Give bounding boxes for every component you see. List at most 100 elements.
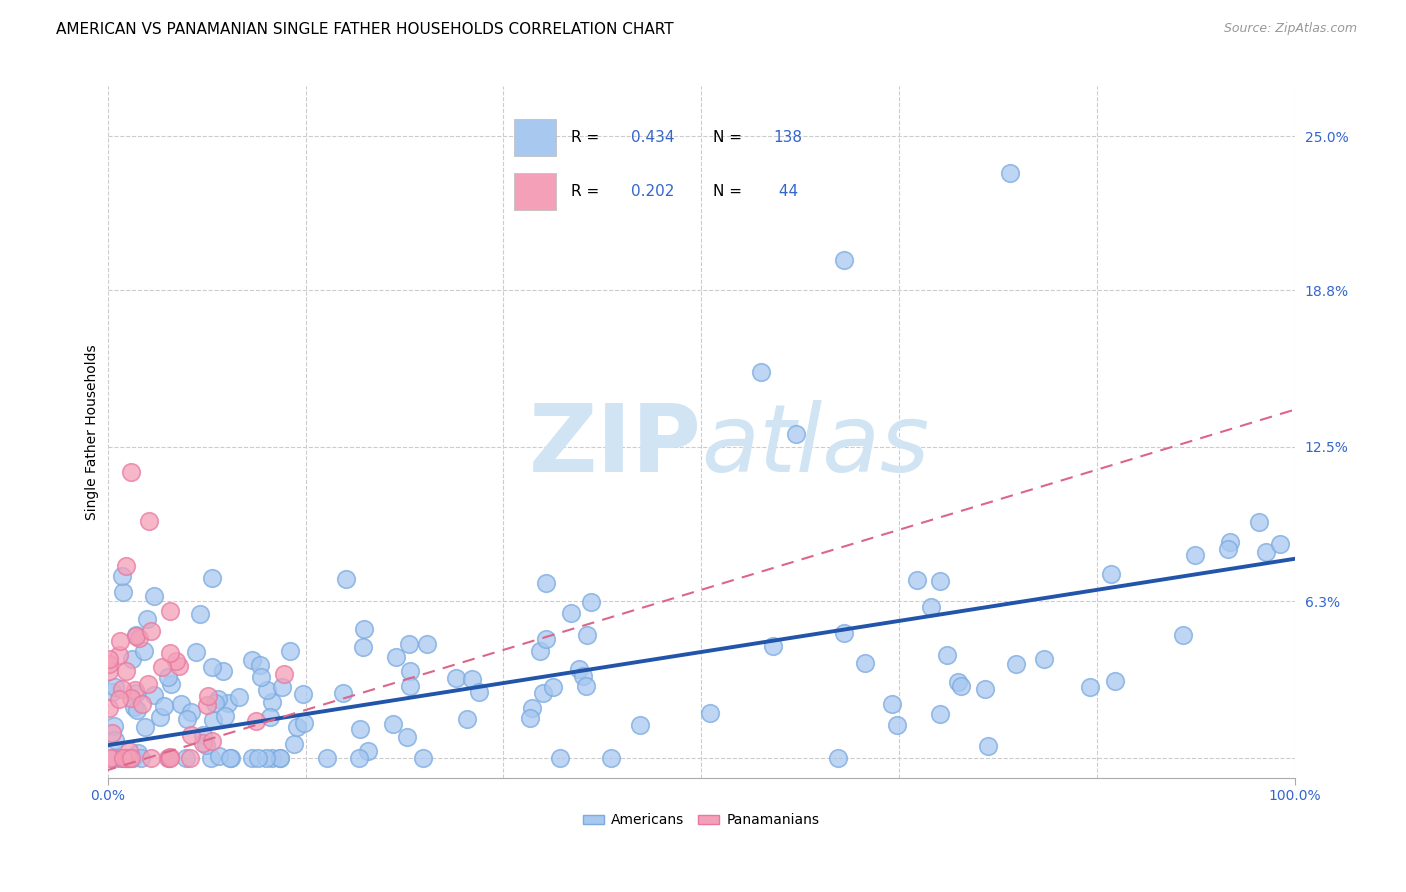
Point [245,714,267,728]
Point [468,685,491,699]
Point [179,750,201,764]
Text: atlas: atlas [702,401,929,491]
Point [886,718,908,732]
Point [104,750,127,764]
Point [395,731,418,745]
Point [250,670,273,684]
Point [131,698,153,712]
Point [347,750,370,764]
Point [977,739,1000,753]
Point [110,682,132,697]
Point [108,750,131,764]
Point [100,685,122,699]
Point [159,647,181,661]
Point [531,686,554,700]
Point [108,633,131,648]
Point [519,710,541,724]
Point [204,696,226,710]
Point [1005,657,1028,672]
Point [104,732,127,747]
Point [122,750,145,764]
Point [285,720,308,734]
Point [357,744,380,758]
Point [170,697,193,711]
Point [832,253,855,268]
Point [998,166,1021,180]
Point [444,671,467,685]
Point [114,750,136,764]
Point [98,750,121,764]
Point [628,717,651,731]
Point [292,715,315,730]
Point [127,747,149,761]
Point [180,728,202,742]
Point [273,667,295,681]
Point [195,738,218,752]
Point [269,750,291,764]
Point [127,703,149,717]
Point [115,750,138,764]
Point [118,750,141,764]
Point [111,750,134,764]
Point [141,624,163,638]
Point [699,706,721,720]
Point [254,750,277,764]
Point [536,575,558,590]
Point [949,679,972,693]
Point [129,750,152,764]
Point [167,659,190,673]
Point [150,660,173,674]
Point [184,645,207,659]
Point [100,725,122,739]
Point [283,738,305,752]
Text: AMERICAN VS PANAMANIAN SINGLE FATHER HOUSEHOLDS CORRELATION CHART: AMERICAN VS PANAMANIAN SINGLE FATHER HOU… [56,22,673,37]
Point [1078,680,1101,694]
Point [946,675,969,690]
Point [880,698,903,712]
Point [1247,515,1270,529]
Point [197,689,219,703]
Point [246,750,269,764]
Point [120,465,142,479]
Point [108,692,131,706]
Point [256,683,278,698]
Point [579,595,602,609]
Point [412,750,434,764]
Point [132,644,155,658]
Point [399,679,422,693]
Point [159,750,181,764]
Point [1270,536,1292,550]
Point [125,686,148,700]
Point [120,691,142,706]
Point [920,600,942,615]
Point [541,680,564,694]
Point [398,637,420,651]
Point [97,657,120,672]
Point [1184,548,1206,562]
Point [262,694,284,708]
Point [128,632,150,646]
Point [568,662,591,676]
Point [208,748,231,763]
Point [149,709,172,723]
Point [200,571,222,585]
Point [176,712,198,726]
Point [142,589,165,603]
Point [134,720,156,734]
Point [195,698,218,712]
Text: ZIP: ZIP [529,400,702,491]
Point [139,750,162,764]
Point [905,573,928,587]
Point [118,750,141,764]
Point [762,639,785,653]
Point [112,585,135,599]
Point [218,750,240,764]
Point [974,682,997,697]
Point [749,365,772,379]
Point [117,744,139,758]
Point [124,700,146,714]
Point [461,672,484,686]
Point [522,701,544,715]
Point [201,734,224,748]
Point [827,750,849,764]
